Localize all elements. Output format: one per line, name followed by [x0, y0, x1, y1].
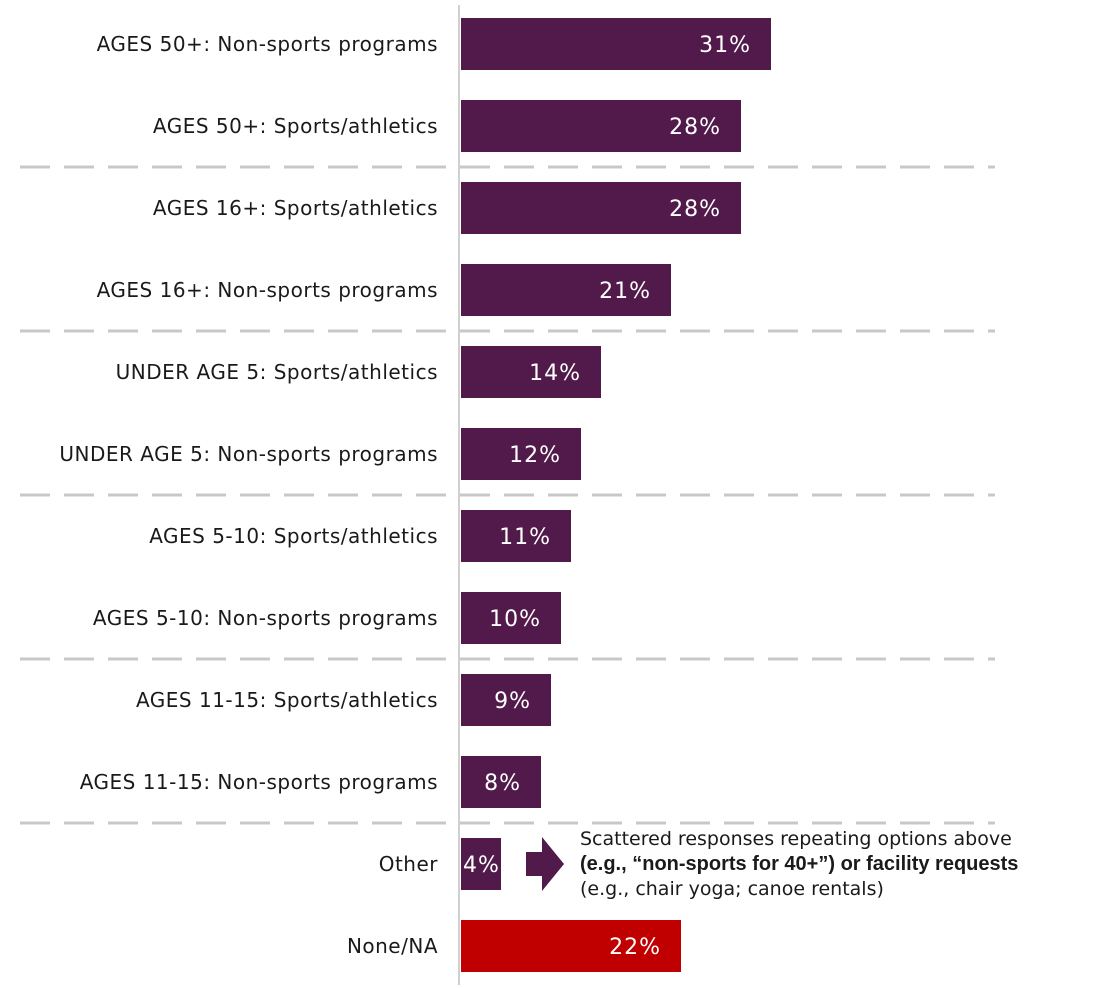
data-label: 12% — [509, 443, 561, 468]
data-label: 4% — [463, 853, 500, 878]
data-label: 28% — [669, 197, 721, 222]
bar — [461, 428, 581, 480]
annotation-line-3: (e.g., chair yoga; canoe rentals) — [580, 878, 884, 900]
bar — [461, 510, 571, 562]
data-label: 9% — [494, 689, 531, 714]
annotation-line-1: Scattered responses repeating options ab… — [580, 828, 1012, 850]
category-label: AGES 5-10: Non-sports programs — [92, 605, 438, 630]
category-label: UNDER AGE 5: Non-sports programs — [59, 441, 438, 466]
bar — [461, 674, 551, 726]
data-label: 22% — [609, 935, 661, 960]
other-annotation: Scattered responses repeating options ab… — [580, 827, 1100, 902]
bar — [461, 346, 601, 398]
category-label: AGES 11-15: Non-sports programs — [79, 769, 438, 794]
data-label: 21% — [599, 279, 651, 304]
bar — [461, 182, 741, 234]
bar — [461, 920, 681, 972]
category-label: AGES 11-15: Sports/athletics — [135, 687, 438, 712]
data-label: 14% — [529, 361, 581, 386]
data-label: 8% — [484, 771, 521, 796]
category-label: None/NA — [346, 933, 438, 958]
bar — [461, 18, 771, 70]
data-label: 31% — [699, 33, 751, 58]
category-label: AGES 5-10: Sports/athletics — [149, 523, 438, 548]
bar — [461, 100, 741, 152]
category-label: Other — [378, 851, 438, 876]
bar — [461, 592, 561, 644]
category-label: AGES 50+: Sports/athletics — [152, 113, 438, 138]
bar — [461, 756, 541, 808]
category-label: AGES 16+: Non-sports programs — [96, 277, 438, 302]
data-label: 10% — [489, 607, 541, 632]
category-label: AGES 50+: Non-sports programs — [96, 31, 438, 56]
bar — [461, 838, 501, 890]
category-label: UNDER AGE 5: Sports/athletics — [115, 359, 438, 384]
annotation-line-2: (e.g., “non-sports for 40+”) or facility… — [580, 853, 1019, 875]
bar — [461, 264, 671, 316]
arrow-icon — [526, 837, 564, 891]
category-label: AGES 16+: Sports/athletics — [152, 195, 438, 220]
data-label: 11% — [499, 525, 551, 550]
data-label: 28% — [669, 115, 721, 140]
